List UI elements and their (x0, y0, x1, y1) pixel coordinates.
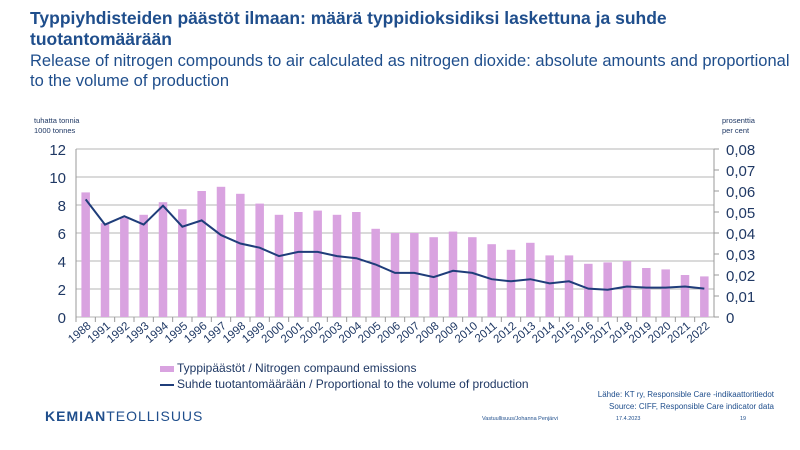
logo-bold: KEMIAN (45, 408, 107, 424)
bar (255, 203, 264, 317)
bar (642, 268, 651, 317)
bar (139, 214, 148, 317)
y-tick-label: 12 (49, 142, 66, 159)
bar (448, 231, 458, 317)
y-tick-label: 10 (49, 170, 66, 187)
bar (410, 233, 419, 317)
bar (178, 209, 187, 317)
legend-swatch (160, 383, 174, 386)
bar (661, 269, 670, 317)
footer-date: 17.4.2023 (616, 416, 641, 422)
unit-fi: tuhatta tonnia (34, 116, 80, 125)
chart-plot: 0 2 4 6 8 10 12 0 0,01 0,02 0,03 0,04 0,05 0,06 0,07 0,… (49, 142, 755, 346)
y2-tick-label: 0,03 (726, 247, 755, 264)
y2-tick-label: 0,06 (726, 184, 755, 201)
y-tick-label: 2 (58, 282, 66, 299)
bar (313, 210, 322, 317)
bar (274, 214, 284, 317)
bar (197, 191, 206, 317)
unit-en: per cent (722, 126, 750, 135)
bar (332, 214, 342, 317)
bar (81, 192, 90, 317)
y2-tick-label: 0 (726, 310, 734, 327)
y-tick-label: 6 (58, 226, 66, 243)
bar (216, 186, 226, 317)
bar (390, 233, 400, 317)
bar (120, 217, 129, 317)
source-note: Lähde: KT ry, Responsible Care -indikaat… (598, 389, 774, 413)
y-tick-label: 0 (58, 310, 66, 327)
right-axis-unit: prosenttia per cent (722, 116, 755, 136)
bar (294, 212, 303, 317)
chart-subtitle: Release of nitrogen compounds to air cal… (30, 52, 790, 90)
legend-label: Typpipäästöt / Nitrogen compaund emissio… (177, 361, 417, 375)
y2-tick-label: 0,04 (726, 226, 755, 243)
y2-tick-label: 0,07 (726, 163, 755, 180)
bar (468, 237, 477, 317)
chart-title: Typpiyhdisteiden päästöt ilmaan: määrä t… (30, 8, 667, 49)
y2-tick-label: 0,05 (726, 205, 755, 222)
footer-page: 19 (740, 416, 747, 422)
ratio-line (84, 198, 705, 291)
bar (158, 202, 168, 317)
logo: KEMIANTEOLLISUUS (45, 408, 203, 424)
y-tick-label: 4 (58, 254, 66, 271)
y2-tick-label: 0,01 (726, 289, 755, 306)
unit-en: 1000 tonnes (34, 126, 76, 135)
legend-bar: Typpipäästöt / Nitrogen compaund emissio… (160, 361, 416, 375)
footer-author: Vastuullisuus/Johanna Penjärvi (482, 416, 559, 422)
source-fi: Lähde: KT ry, Responsible Care -indikaat… (597, 390, 774, 399)
bar (487, 244, 496, 317)
y2-tick-label: 0,08 (726, 142, 755, 159)
bar (100, 223, 110, 317)
bar (584, 263, 593, 317)
bar (545, 255, 554, 317)
legend-label: Suhde tuotantomäärään / Proportional to … (177, 377, 529, 391)
bar (622, 261, 632, 317)
unit-fi: prosenttia (722, 116, 755, 125)
y-tick-label: 8 (58, 198, 66, 215)
legend-line: Suhde tuotantomäärään / Proportional to … (160, 377, 529, 391)
bar (680, 275, 690, 317)
bar (564, 255, 574, 317)
legend-swatch (160, 365, 174, 372)
bar (506, 249, 516, 317)
left-axis-unit: tuhatta tonnia 1000 tonnes (34, 116, 79, 136)
source-en: Source: CIFF, Responsible Care indicator… (609, 402, 774, 411)
bar (371, 228, 380, 317)
bar (236, 193, 245, 317)
logo-rest: TEOLLISUUS (106, 408, 204, 424)
x-tick-label: 2022 (685, 320, 712, 346)
y2-tick-label: 0,02 (726, 268, 755, 285)
bar (700, 276, 709, 317)
bar (352, 212, 361, 317)
